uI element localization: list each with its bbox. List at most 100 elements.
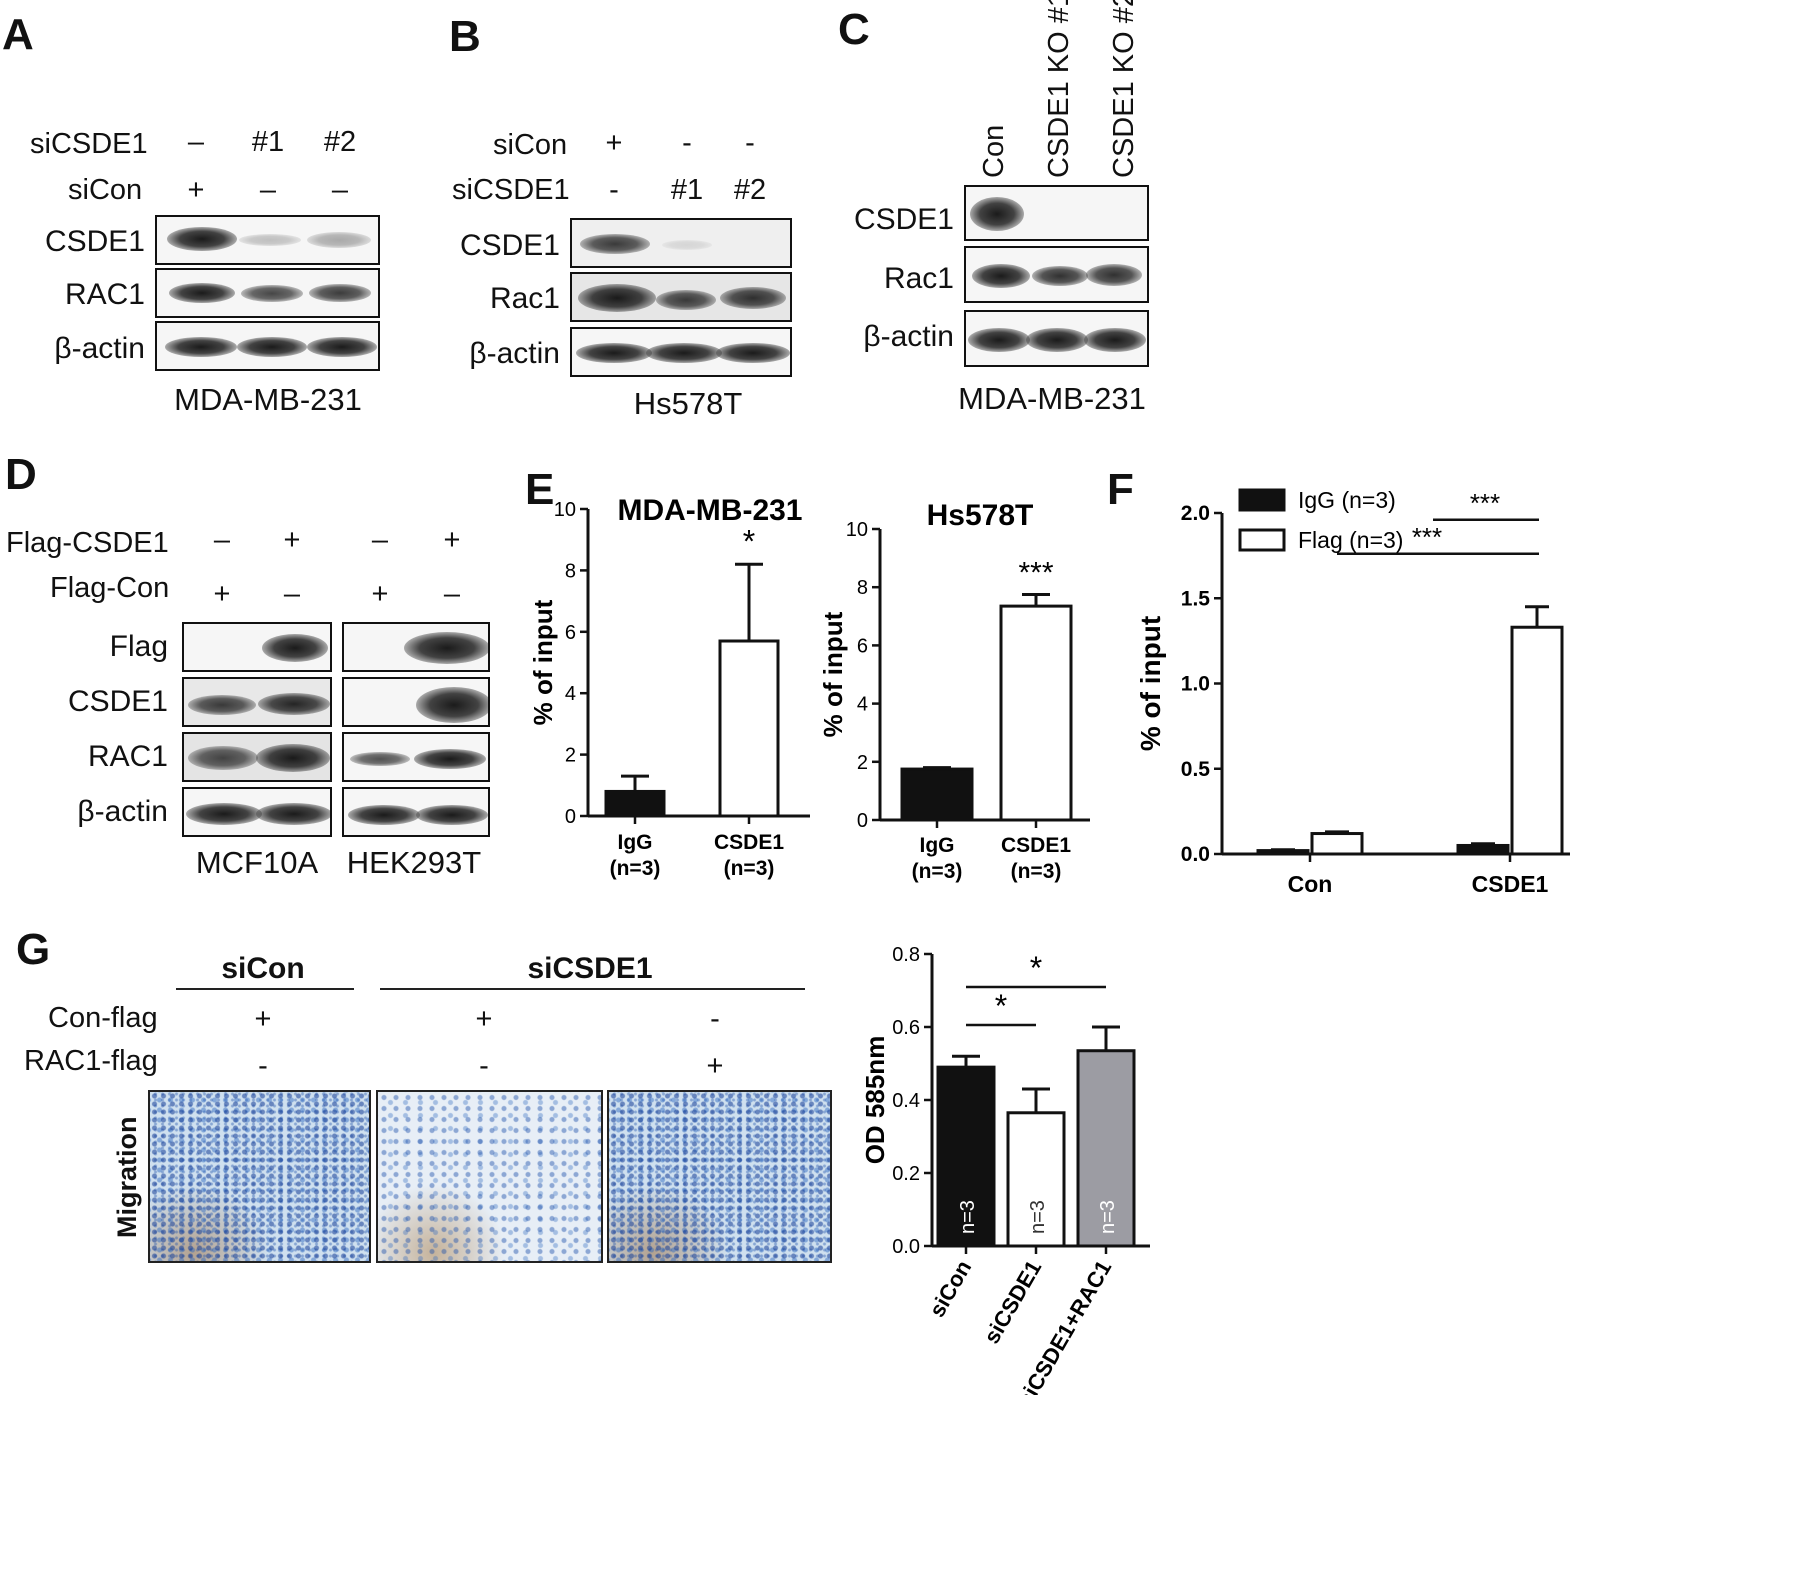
panel-c-caption: MDA-MB-231 xyxy=(958,381,1146,416)
y-tick-label: 0.8 xyxy=(892,944,920,966)
row-label-flag-csde1: Flag-CSDE1 xyxy=(6,527,169,559)
row-label-sicsde1: siCSDE1 xyxy=(452,174,570,206)
y-tick-label: 0.0 xyxy=(1181,843,1210,866)
sign: + xyxy=(283,524,301,556)
y-tick-label: 0.6 xyxy=(892,1017,920,1039)
blot-rac1-mcf10a xyxy=(182,732,332,782)
significance-label: * xyxy=(1030,950,1042,986)
x-tick-label: siCon xyxy=(924,1256,976,1321)
significance-label: * xyxy=(743,523,755,559)
panel-d-caption-hek293t: HEK293T xyxy=(346,845,482,880)
chart-g: 0.00.20.40.60.8OD 585nmsiConn=3siCSDE1n=… xyxy=(860,944,1150,1395)
x-tick-label: Con xyxy=(1288,871,1333,897)
y-tick-label: 2.0 xyxy=(1181,502,1210,525)
sign: + xyxy=(605,127,623,159)
micrograph-sicon xyxy=(148,1090,371,1263)
sign: – xyxy=(187,126,205,158)
sign: + xyxy=(187,174,205,206)
sign: – xyxy=(371,524,389,556)
blot-label-csde1: CSDE1 xyxy=(44,225,145,258)
sign: #1 xyxy=(251,126,285,158)
row-label-sicsde1: siCSDE1 xyxy=(30,128,148,160)
significance-label: *** xyxy=(1018,556,1053,589)
y-tick-label: 8 xyxy=(857,577,868,599)
x-tick-label: IgG xyxy=(618,831,653,854)
blot-rac1 xyxy=(155,268,380,318)
y-tick-label: 0 xyxy=(857,810,868,832)
blot-csde1 xyxy=(155,215,380,265)
blot-rac1 xyxy=(570,272,792,322)
y-tick-label: 0.4 xyxy=(892,1090,920,1112)
y-tick-label: 2 xyxy=(565,745,576,767)
x-tick-label: (n=3) xyxy=(610,857,661,880)
panel-label-a: A xyxy=(2,10,34,59)
blot-label-beta-actin: β-actin xyxy=(77,795,168,828)
bar xyxy=(1006,1111,1066,1248)
significance-label: *** xyxy=(1412,522,1442,552)
y-axis-label: % of input xyxy=(530,599,558,725)
sign: + xyxy=(254,1003,272,1035)
sign: #1 xyxy=(670,174,704,206)
x-tick-label: CSDE1 xyxy=(714,831,784,854)
blot-label-csde1: CSDE1 xyxy=(67,685,168,718)
y-tick-label: 10 xyxy=(554,499,576,521)
legend-swatch xyxy=(1238,488,1286,512)
blot-csde1-hek293t xyxy=(342,677,490,727)
lane-label: CSDE1 KO #2 xyxy=(1108,0,1140,178)
significance-label: *** xyxy=(1470,488,1500,518)
lane-label: Con xyxy=(978,124,1010,178)
sign: - xyxy=(710,1003,720,1035)
sign: – xyxy=(283,578,301,610)
blot-flag-hek293t xyxy=(342,622,490,672)
side-label-migration: Migration xyxy=(112,1116,142,1239)
sign: + xyxy=(371,578,389,610)
y-tick-label: 0 xyxy=(565,806,576,828)
blot-rac1-hek293t xyxy=(342,732,490,782)
bar xyxy=(936,1065,996,1248)
blot-label-rac1: RAC1 xyxy=(64,278,145,311)
legend-swatch xyxy=(1238,528,1286,552)
sign: - xyxy=(479,1050,489,1082)
chart-title: Hs578T xyxy=(927,499,1034,532)
bar xyxy=(604,789,666,818)
panel-label-e: E xyxy=(525,465,555,514)
chart-f: 0.0 0.5 1.0 1.5 2.0 % of input Con CSDE1 IgG (n=… xyxy=(1135,487,1570,897)
x-tick-label: CSDE1 xyxy=(1001,834,1071,857)
sign: – xyxy=(331,174,349,206)
panel-label-b: B xyxy=(449,12,481,61)
x-tick-label: (n=3) xyxy=(912,860,963,883)
chart-title: MDA-MB-231 xyxy=(617,494,802,527)
blot-beta-actin-hek293t xyxy=(342,787,490,837)
sign: + xyxy=(443,524,461,556)
sign: – xyxy=(213,524,231,556)
blot-label-rac1: Rac1 xyxy=(489,282,560,315)
legend-label: IgG (n=3) xyxy=(1298,487,1396,513)
y-tick-label: 1.0 xyxy=(1181,673,1210,696)
bar xyxy=(718,639,780,818)
y-tick-label: 2 xyxy=(857,752,868,774)
blot-label-csde1: CSDE1 xyxy=(459,229,560,262)
sign: + xyxy=(706,1050,724,1082)
blot-beta-actin xyxy=(155,321,380,371)
bar-label: n=3 xyxy=(957,1200,979,1234)
bar xyxy=(1510,625,1564,856)
panel-label-f: F xyxy=(1107,465,1134,514)
y-axis-label: OD 585nm xyxy=(860,1036,890,1165)
panel-label-d: D xyxy=(5,450,37,499)
panel-label-c: C xyxy=(838,5,870,54)
y-tick-label: 4 xyxy=(857,694,868,716)
y-tick-label: 0.2 xyxy=(892,1163,920,1185)
significance-label: * xyxy=(995,988,1007,1024)
blot-flag-mcf10a xyxy=(182,622,332,672)
row-label-flag-con: Flag-Con xyxy=(50,572,170,604)
bar xyxy=(1456,843,1510,856)
x-tick-label: siCSDE1 xyxy=(979,1256,1047,1348)
group-label-sicsde1: siCSDE1 xyxy=(527,952,653,985)
sign: – xyxy=(443,578,461,610)
x-tick-label: IgG xyxy=(920,834,955,857)
sign: + xyxy=(213,578,231,610)
chart-e-mda-mb-231: MDA-MB-231 0 2 4 6 8 10 % of input IgG (n=3) CSDE1… xyxy=(530,494,810,880)
blot-beta-actin-mcf10a xyxy=(182,787,332,837)
x-tick-label: CSDE1 xyxy=(1472,871,1549,897)
